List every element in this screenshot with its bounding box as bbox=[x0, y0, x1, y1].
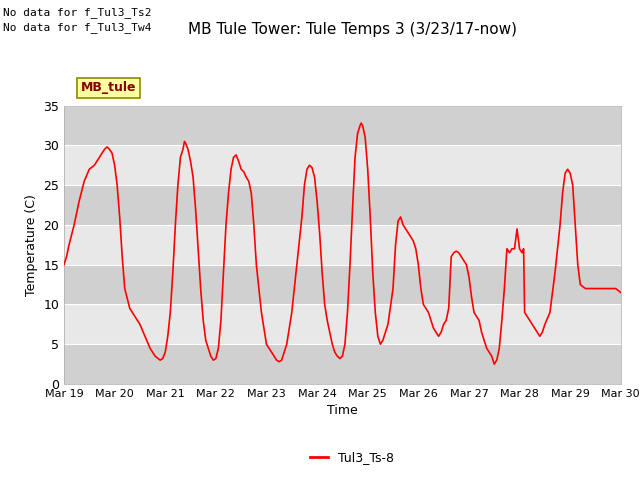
Bar bbox=[64, 145, 621, 185]
Legend: Tul3_Ts-8: Tul3_Ts-8 bbox=[305, 446, 399, 469]
Text: MB Tule Tower: Tule Temps 3 (3/23/17-now): MB Tule Tower: Tule Temps 3 (3/23/17-now… bbox=[188, 22, 516, 36]
Text: No data for f_Tul3_Ts2: No data for f_Tul3_Ts2 bbox=[3, 7, 152, 18]
X-axis label: Time: Time bbox=[327, 405, 358, 418]
Text: MB_tule: MB_tule bbox=[81, 82, 136, 95]
Bar bbox=[64, 106, 621, 145]
Bar bbox=[64, 225, 621, 264]
Y-axis label: Temperature (C): Temperature (C) bbox=[25, 194, 38, 296]
Bar bbox=[64, 185, 621, 225]
Bar bbox=[64, 344, 621, 384]
Bar bbox=[64, 304, 621, 344]
Bar bbox=[64, 264, 621, 304]
Text: No data for f_Tul3_Tw4: No data for f_Tul3_Tw4 bbox=[3, 22, 152, 33]
